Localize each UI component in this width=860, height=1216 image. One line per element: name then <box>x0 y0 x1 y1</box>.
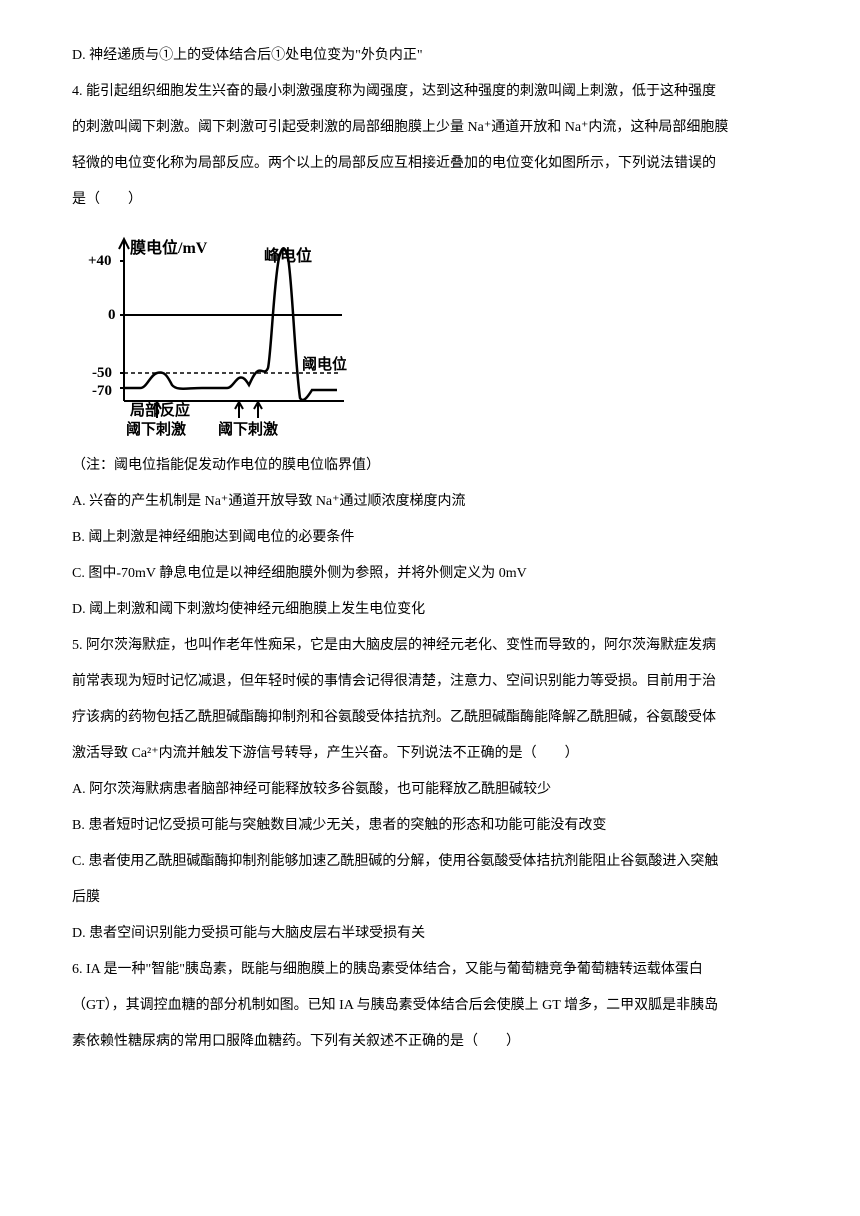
ytick-70: -70 <box>92 383 112 399</box>
question-5-line3: 疗该病的药物包括乙酰胆碱酯酶抑制剂和谷氨酸受体拮抗剂。乙酰胆碱酯酶能降解乙酰胆碱… <box>72 700 788 735</box>
q5-option-b: B. 患者短时记忆受损可能与突触数目减少无关，患者的突触的形态和功能可能没有改变 <box>72 808 788 843</box>
question-5-line4: 激活导致 Ca²⁺内流并触发下游信号转导，产生兴奋。下列说法不正确的是（ ） <box>72 736 788 771</box>
potential-curve <box>124 248 337 400</box>
sub-stim-label-2: 阈下刺激 <box>218 420 279 438</box>
question-4-line2: 的刺激叫阈下刺激。阈下刺激可引起受刺激的局部细胞膜上少量 Na⁺通道开放和 Na… <box>72 110 788 145</box>
question-5-line1: 5. 阿尔茨海默症，也叫作老年性痴呆，它是由大脑皮层的神经元老化、变性而导致的，… <box>72 628 788 663</box>
membrane-potential-chart: +40 0 -50 -70 膜电位/mV 峰电位 阈电位 局部反应 阈下刺激 阈… <box>72 223 788 438</box>
option-d-q3: D. 神经递质与①上的受体结合后①处电位变为"外负内正" <box>72 38 788 73</box>
q4-option-b: B. 阈上刺激是神经细胞达到阈电位的必要条件 <box>72 520 788 555</box>
q4-option-c: C. 图中-70mV 静息电位是以神经细胞膜外侧为参照，并将外侧定义为 0mV <box>72 556 788 591</box>
q5-option-a: A. 阿尔茨海默病患者脑部神经可能释放较多谷氨酸，也可能释放乙酰胆碱较少 <box>72 772 788 807</box>
q5-option-c-line2: 后膜 <box>72 880 788 915</box>
chart-note: （注：阈电位指能促发动作电位的膜电位临界值） <box>72 448 788 483</box>
q4-option-d: D. 阈上刺激和阈下刺激均使神经元细胞膜上发生电位变化 <box>72 592 788 627</box>
local-reaction-label: 局部反应 <box>129 401 190 419</box>
peak-label: 峰电位 <box>264 246 312 265</box>
question-4-line3: 轻微的电位变化称为局部反应。两个以上的局部反应互相接近叠加的电位变化如图所示，下… <box>72 146 788 181</box>
y-axis-label: 膜电位/mV <box>130 238 208 257</box>
sub-stim-label-1: 阈下刺激 <box>126 420 187 438</box>
question-6-line1: 6. IA 是一种"智能"胰岛素，既能与细胞膜上的胰岛素受体结合，又能与葡萄糖竞… <box>72 952 788 987</box>
ytick-40: +40 <box>88 253 112 269</box>
question-6-line2: （GT），其调控血糖的部分机制如图。已知 IA 与胰岛素受体结合后会使膜上 GT… <box>72 988 788 1023</box>
q5-option-d: D. 患者空间识别能力受损可能与大脑皮层右半球受损有关 <box>72 916 788 951</box>
ytick-50: -50 <box>92 365 112 381</box>
question-6-line3: 素依赖性糖尿病的常用口服降血糖药。下列有关叙述不正确的是（ ） <box>72 1024 788 1059</box>
q4-option-a: A. 兴奋的产生机制是 Na⁺通道开放导致 Na⁺通过顺浓度梯度内流 <box>72 484 788 519</box>
threshold-label: 阈电位 <box>302 355 347 373</box>
ytick-0: 0 <box>108 307 116 323</box>
question-4-line1: 4. 能引起组织细胞发生兴奋的最小刺激强度称为阈强度，达到这种强度的刺激叫阈上刺… <box>72 74 788 109</box>
q5-option-c-line1: C. 患者使用乙酰胆碱酯酶抑制剂能够加速乙酰胆碱的分解，使用谷氨酸受体拮抗剂能阻… <box>72 844 788 879</box>
question-4-line4: 是（ ） <box>72 182 788 217</box>
question-5-line2: 前常表现为短时记忆减退，但年轻时候的事情会记得很清楚，注意力、空间识别能力等受损… <box>72 664 788 699</box>
